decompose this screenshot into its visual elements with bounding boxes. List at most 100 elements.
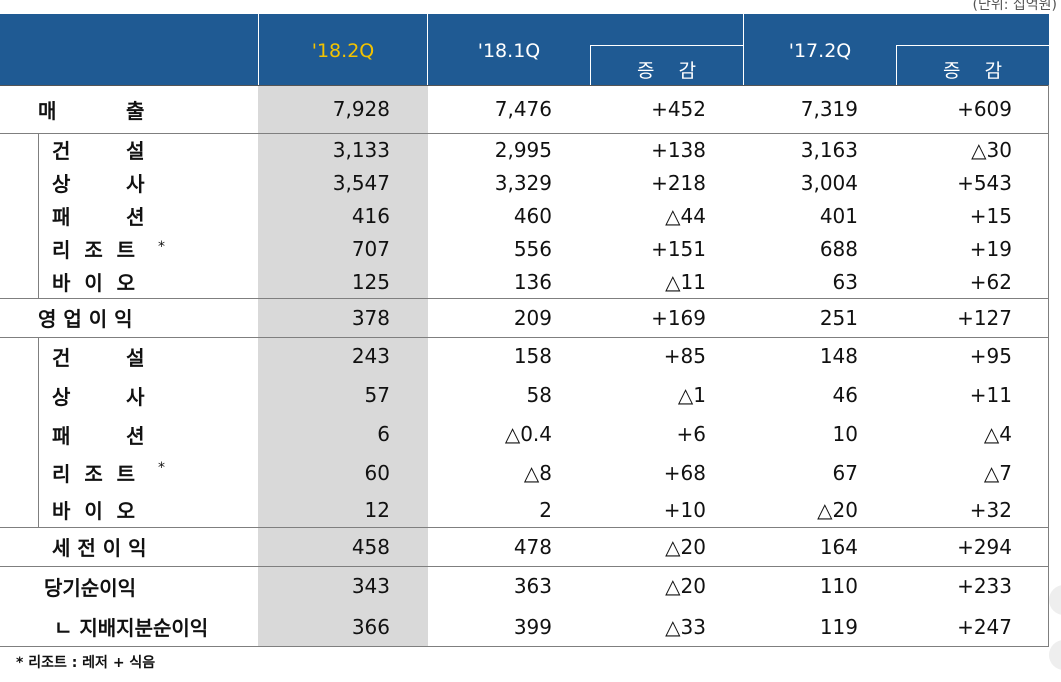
header-18-1q: '18.1Q xyxy=(477,40,541,62)
cell-value: 209 xyxy=(513,305,552,330)
cell-value: +32 xyxy=(969,497,1012,522)
table-row: ㄴ 지배지분순이익 366 399 △33 119 +247 xyxy=(0,606,1049,647)
table-row: 영 업 이 익 378 209 +169 251 +127 xyxy=(0,298,1049,337)
row-label: 리 조 트 xyxy=(52,462,136,486)
cell-value: 136 xyxy=(513,269,552,294)
cell-value: +15 xyxy=(969,203,1012,228)
cell-value: +218 xyxy=(651,170,706,195)
header-17-2q: '17.2Q xyxy=(788,40,852,62)
cell-value: 10 xyxy=(832,422,858,446)
cell-value: 67 xyxy=(832,460,858,485)
table-row: 건 설 243 158 +85 148 +95 xyxy=(0,337,1049,375)
cell-value: +85 xyxy=(663,344,706,368)
cell-value: 164 xyxy=(819,534,858,559)
cell-value: 63 xyxy=(832,269,858,294)
cell-value: +151 xyxy=(651,236,706,261)
row-label: 당기순이익 xyxy=(44,575,136,600)
cell-value: 3,163 xyxy=(800,137,858,162)
cell-value: △20 xyxy=(665,574,706,598)
cell-value: 243 xyxy=(351,344,390,368)
cell-value: 3,004 xyxy=(800,170,858,195)
cell-value: +10 xyxy=(663,497,706,522)
table-row: 건 설 3,133 2,995 +138 3,163 △30 xyxy=(0,133,1049,166)
cell-value: +19 xyxy=(969,236,1012,261)
cell-value: +138 xyxy=(651,137,706,162)
cell-value: 7,319 xyxy=(800,97,858,121)
cell-value: 399 xyxy=(513,614,552,639)
row-label: 건 설 xyxy=(52,345,145,370)
cell-value: △20 xyxy=(665,534,706,559)
unit-note: (단위: 십억원) xyxy=(972,0,1058,13)
cell-value: △30 xyxy=(971,137,1012,162)
header-diff-2: 증 감 xyxy=(942,60,1003,82)
cell-value: 3,329 xyxy=(494,170,552,195)
cell-value: +169 xyxy=(651,305,706,330)
cell-value: 688 xyxy=(819,236,858,261)
cell-value: 3,547 xyxy=(332,170,390,195)
cell-value: 6 xyxy=(377,422,390,446)
row-label: 패 션 xyxy=(52,423,145,448)
cell-value: 366 xyxy=(351,614,390,639)
cell-value: 2 xyxy=(539,497,552,522)
cell-value: △1 xyxy=(677,383,706,407)
cell-value: △4 xyxy=(983,422,1012,446)
cell-value: 707 xyxy=(351,236,390,261)
header-18-2q: '18.2Q xyxy=(311,40,375,62)
footnote: * 리조트 : 레저 + 식음 xyxy=(16,655,156,671)
cell-value: +247 xyxy=(957,614,1012,639)
row-label: 세 전 이 익 xyxy=(52,536,147,560)
scroll-deco xyxy=(1049,640,1061,670)
cell-value: 57 xyxy=(364,383,390,407)
cell-value: 3,133 xyxy=(332,137,390,162)
resort-footnote-marker: * xyxy=(158,460,165,476)
cell-value: △11 xyxy=(665,269,706,294)
table-row: 매 출 7,928 7,476 +452 7,319 +609 xyxy=(0,85,1049,133)
cell-value: 478 xyxy=(513,534,552,559)
table-header: '18.2Q '18.1Q 증 감 '17.2Q 증 감 xyxy=(0,14,1049,85)
cell-value: 158 xyxy=(513,344,552,368)
cell-value: +95 xyxy=(969,344,1012,368)
table-row: 리 조 트 * 707 556 +151 688 +19 xyxy=(0,232,1049,265)
row-label: 리 조 트 xyxy=(52,238,136,262)
cell-value: +543 xyxy=(957,170,1012,195)
table-body: 매 출 7,928 7,476 +452 7,319 +609 건 설 3,133 2,995 +… xyxy=(0,85,1049,647)
cell-value: 125 xyxy=(351,269,390,294)
row-label: 패 션 xyxy=(52,205,145,229)
header-diff-1: 증 감 xyxy=(636,60,697,82)
cell-value: 110 xyxy=(819,574,858,598)
cell-value: 119 xyxy=(819,614,858,639)
cell-value: 363 xyxy=(513,574,552,598)
financial-table: '18.2Q '18.1Q 증 감 '17.2Q 증 감 매 출 7,928 7,4… xyxy=(0,14,1049,647)
row-label: 바 이 오 xyxy=(52,271,136,295)
cell-value: 46 xyxy=(832,383,858,407)
row-label: 건 설 xyxy=(52,139,145,163)
cell-value: △44 xyxy=(665,203,706,228)
cell-value: 58 xyxy=(526,383,552,407)
table-row: 상 사 3,547 3,329 +218 3,004 +543 xyxy=(0,166,1049,199)
scroll-deco xyxy=(1049,585,1061,615)
table-row: 패 션 6 △0.4 +6 10 △4 xyxy=(0,415,1049,453)
cell-value: +233 xyxy=(957,574,1012,598)
cell-value: +127 xyxy=(957,305,1012,330)
table-row: 바 이 오 125 136 △11 63 +62 xyxy=(0,265,1049,298)
row-label: 상 사 xyxy=(52,172,145,196)
cell-value: 416 xyxy=(351,203,390,228)
table-row: 패 션 416 460 △44 401 +15 xyxy=(0,199,1049,232)
cell-value: 7,928 xyxy=(332,97,390,121)
cell-value: 460 xyxy=(513,203,552,228)
cell-value: 12 xyxy=(364,497,390,522)
cell-value: 2,995 xyxy=(494,137,552,162)
cell-value: 148 xyxy=(819,344,858,368)
cell-value: +62 xyxy=(969,269,1012,294)
cell-value: 251 xyxy=(819,305,858,330)
cell-value: +609 xyxy=(957,97,1012,121)
cell-value: △8 xyxy=(523,460,552,485)
cell-value: 7,476 xyxy=(494,97,552,121)
row-label: 매 출 xyxy=(38,98,145,123)
cell-value: 556 xyxy=(513,236,552,261)
table-row: 바 이 오 12 2 +10 △20 +32 xyxy=(0,492,1049,527)
table-row: 세 전 이 익 458 478 △20 164 +294 xyxy=(0,527,1049,566)
cell-value: +11 xyxy=(969,383,1012,407)
table-row: 상 사 57 58 △1 46 +11 xyxy=(0,375,1049,415)
cell-value: 458 xyxy=(351,534,390,559)
